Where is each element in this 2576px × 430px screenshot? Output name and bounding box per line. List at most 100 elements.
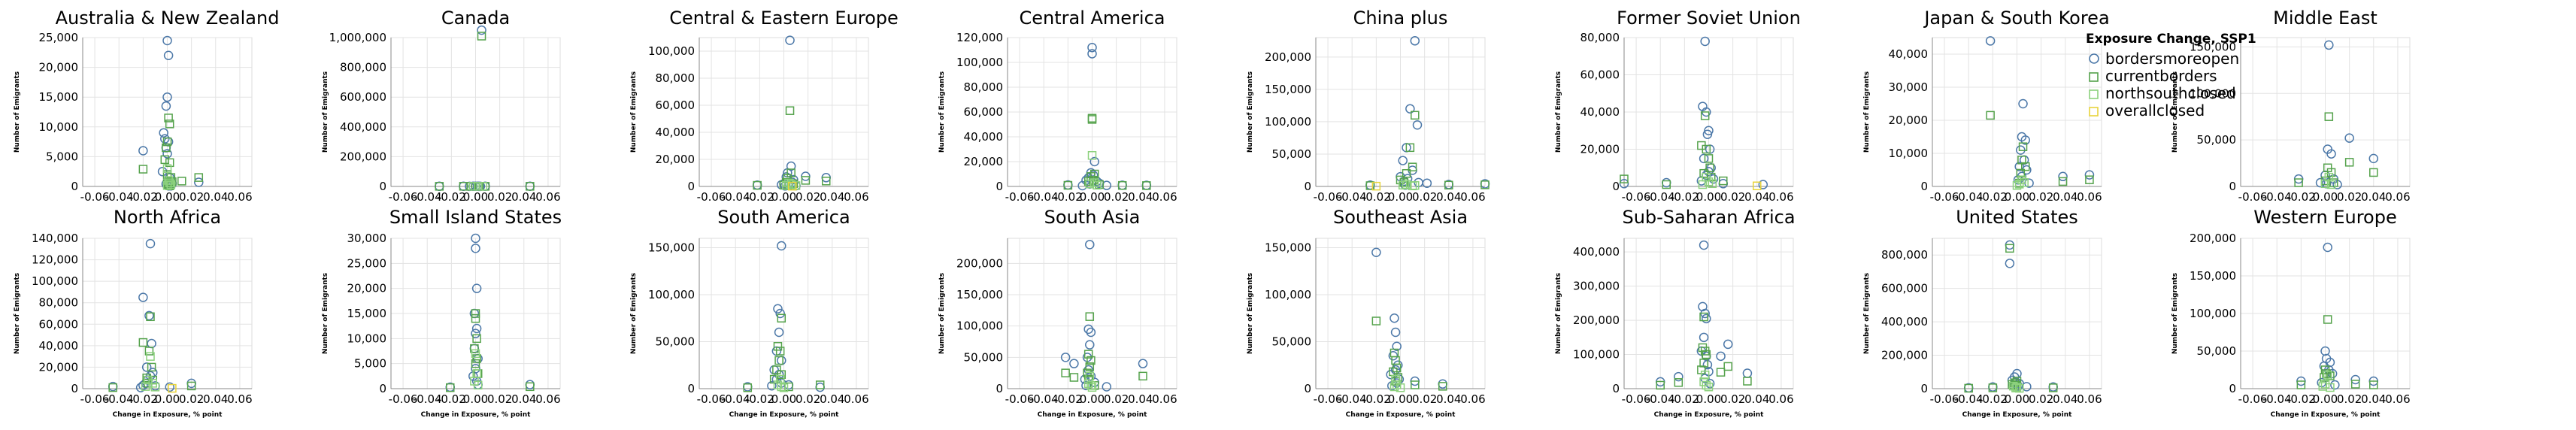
point-northsouthclosed <box>2012 180 2022 190</box>
series-northsouthclosed <box>2012 175 2029 190</box>
y-tick-label: 200,000 <box>1265 50 1311 64</box>
point-currentborders <box>471 313 480 323</box>
point-currentborders <box>1095 180 1104 189</box>
y-axis-label: Number of Emigrants <box>938 273 946 354</box>
x-tick-label: -0.02 <box>1053 392 1083 406</box>
x-tick-label: -0.04 <box>1029 190 1059 204</box>
legend-swatch-currentborders <box>2089 72 2099 82</box>
x-tick-label: 0.00 <box>1080 392 1105 406</box>
point-overallclosed <box>1753 181 1762 191</box>
point-currentborders <box>774 356 783 365</box>
x-tick-label: -0.04 <box>413 190 442 204</box>
point-currentborders <box>2058 177 2068 186</box>
point-bordersmoreopen <box>194 177 204 187</box>
point-currentborders <box>753 180 762 190</box>
x-tick-label: 0.06 <box>1768 190 1793 204</box>
legend-label-northsouthclosed: northsouthclosed <box>2105 84 2236 102</box>
y-tick-label: 60,000 <box>1580 68 1620 82</box>
point-currentborders <box>743 383 753 392</box>
x-tick-label: -0.04 <box>1029 392 1059 406</box>
point-currentborders <box>2329 178 2338 187</box>
series-overallclosed <box>1753 181 1762 191</box>
point-currentborders <box>801 176 811 185</box>
y-axis-label: Number of Emigrants <box>1863 273 1871 354</box>
panel-title: Sub-Saharan Africa <box>1622 207 1795 228</box>
y-axis-label: Number of Emigrants <box>2171 71 2179 153</box>
x-tick-label: 0.04 <box>2361 190 2386 204</box>
point-bordersmoreopen <box>1702 313 1711 324</box>
panel-grid: -0.06-0.04-0.020.000.020.040.0605,00010,… <box>14 8 2411 419</box>
y-tick-label: 120,000 <box>956 31 1003 44</box>
y-tick-label: 80,000 <box>656 71 696 85</box>
y-tick-label: 20,000 <box>656 153 696 166</box>
series-northsouthclosed <box>2320 172 2336 189</box>
point-currentborders <box>2369 168 2378 177</box>
series-overallclosed <box>168 383 177 393</box>
x-tick-label: -0.06 <box>2238 392 2268 406</box>
point-northsouthclosed <box>1087 151 1097 160</box>
point-northsouthclosed <box>1087 383 1097 392</box>
point-northsouthclosed <box>781 180 791 190</box>
point-currentborders <box>1699 359 1708 368</box>
x-tick-label: -0.02 <box>1978 190 2008 204</box>
x-tick-label: 0.04 <box>511 190 536 204</box>
point-currentborders <box>1083 177 1093 186</box>
point-currentborders <box>446 383 455 392</box>
point-bordersmoreopen <box>162 35 172 46</box>
x-tick-label: -0.02 <box>2287 190 2316 204</box>
point-bordersmoreopen <box>1699 332 1709 343</box>
panel-former-soviet-union: -0.06-0.04-0.020.000.020.040.06 0 20,000 40… <box>1555 8 1801 204</box>
panel-central-eastern-europe: -0.06-0.04-0.020.000.020.040.06 0 20,000 40… <box>630 8 899 204</box>
point-currentborders <box>815 380 825 389</box>
point-currentborders <box>1674 378 1683 387</box>
y-tick-label: 20,000 <box>347 282 387 295</box>
x-tick-label: 0.00 <box>771 190 796 204</box>
y-tick-label: 800,000 <box>340 61 386 74</box>
x-tick-label: -0.02 <box>1670 392 1699 406</box>
x-tick-label: 0.04 <box>511 392 536 406</box>
point-northsouthclosed <box>779 383 789 392</box>
point-northsouthclosed <box>468 182 478 191</box>
y-tick-label: 40,000 <box>39 339 79 353</box>
y-tick-label: 100,000 <box>648 44 695 58</box>
point-currentborders <box>1699 312 1708 322</box>
x-tick-label: 0.02 <box>487 392 512 406</box>
point-northsouthclosed <box>1086 381 1096 390</box>
point-bordersmoreopen <box>774 327 784 338</box>
x-tick-label: -0.02 <box>129 392 158 406</box>
point-currentborders <box>777 370 786 379</box>
x-tick-label: 0.04 <box>203 392 228 406</box>
point-currentborders <box>1705 163 1714 172</box>
point-bordersmoreopen <box>162 92 172 102</box>
point-bordersmoreopen <box>785 35 795 45</box>
y-tick-label: 400,000 <box>1573 245 1620 259</box>
y-tick-label: 150,000 <box>648 241 695 255</box>
panel-western-europe: -0.06-0.04-0.020.000.020.040.06 0 50,000 10… <box>2171 207 2411 419</box>
point-bordersmoreopen <box>1985 36 1996 46</box>
point-bordersmoreopen <box>1405 104 1415 114</box>
y-tick-label: 600,000 <box>340 90 386 104</box>
panel-central-america: -0.06-0.04-0.020.000.020.040.06 0 20,000 40… <box>938 8 1177 204</box>
y-tick-label: 40,000 <box>1580 105 1620 119</box>
y-tick-label: 20,000 <box>964 155 1004 168</box>
point-currentborders <box>1371 316 1381 326</box>
x-tick-label: 0.00 <box>2313 190 2338 204</box>
point-currentborders <box>435 182 444 191</box>
y-axis-label: Number of Emigrants <box>322 273 329 354</box>
panel-title: Central America <box>1019 8 1165 29</box>
panel-title: North Africa <box>114 207 221 228</box>
point-bordersmoreopen <box>1619 179 1629 189</box>
x-tick-label: 0.04 <box>2361 392 2386 406</box>
x-tick-label: 0.04 <box>820 190 844 204</box>
series-currentborders <box>1620 111 1728 189</box>
x-tick-label: -0.04 <box>413 392 442 406</box>
point-bordersmoreopen <box>471 329 480 338</box>
y-tick-label: 10,000 <box>39 120 79 134</box>
x-tick-label: -0.06 <box>1005 392 1035 406</box>
point-northsouthclosed <box>162 181 172 190</box>
x-tick-label: -0.06 <box>389 392 418 406</box>
point-northsouthclosed <box>2323 371 2332 380</box>
x-tick-label: -0.06 <box>80 392 110 406</box>
point-bordersmoreopen <box>161 101 171 111</box>
x-tick-label: 0.00 <box>463 392 488 406</box>
